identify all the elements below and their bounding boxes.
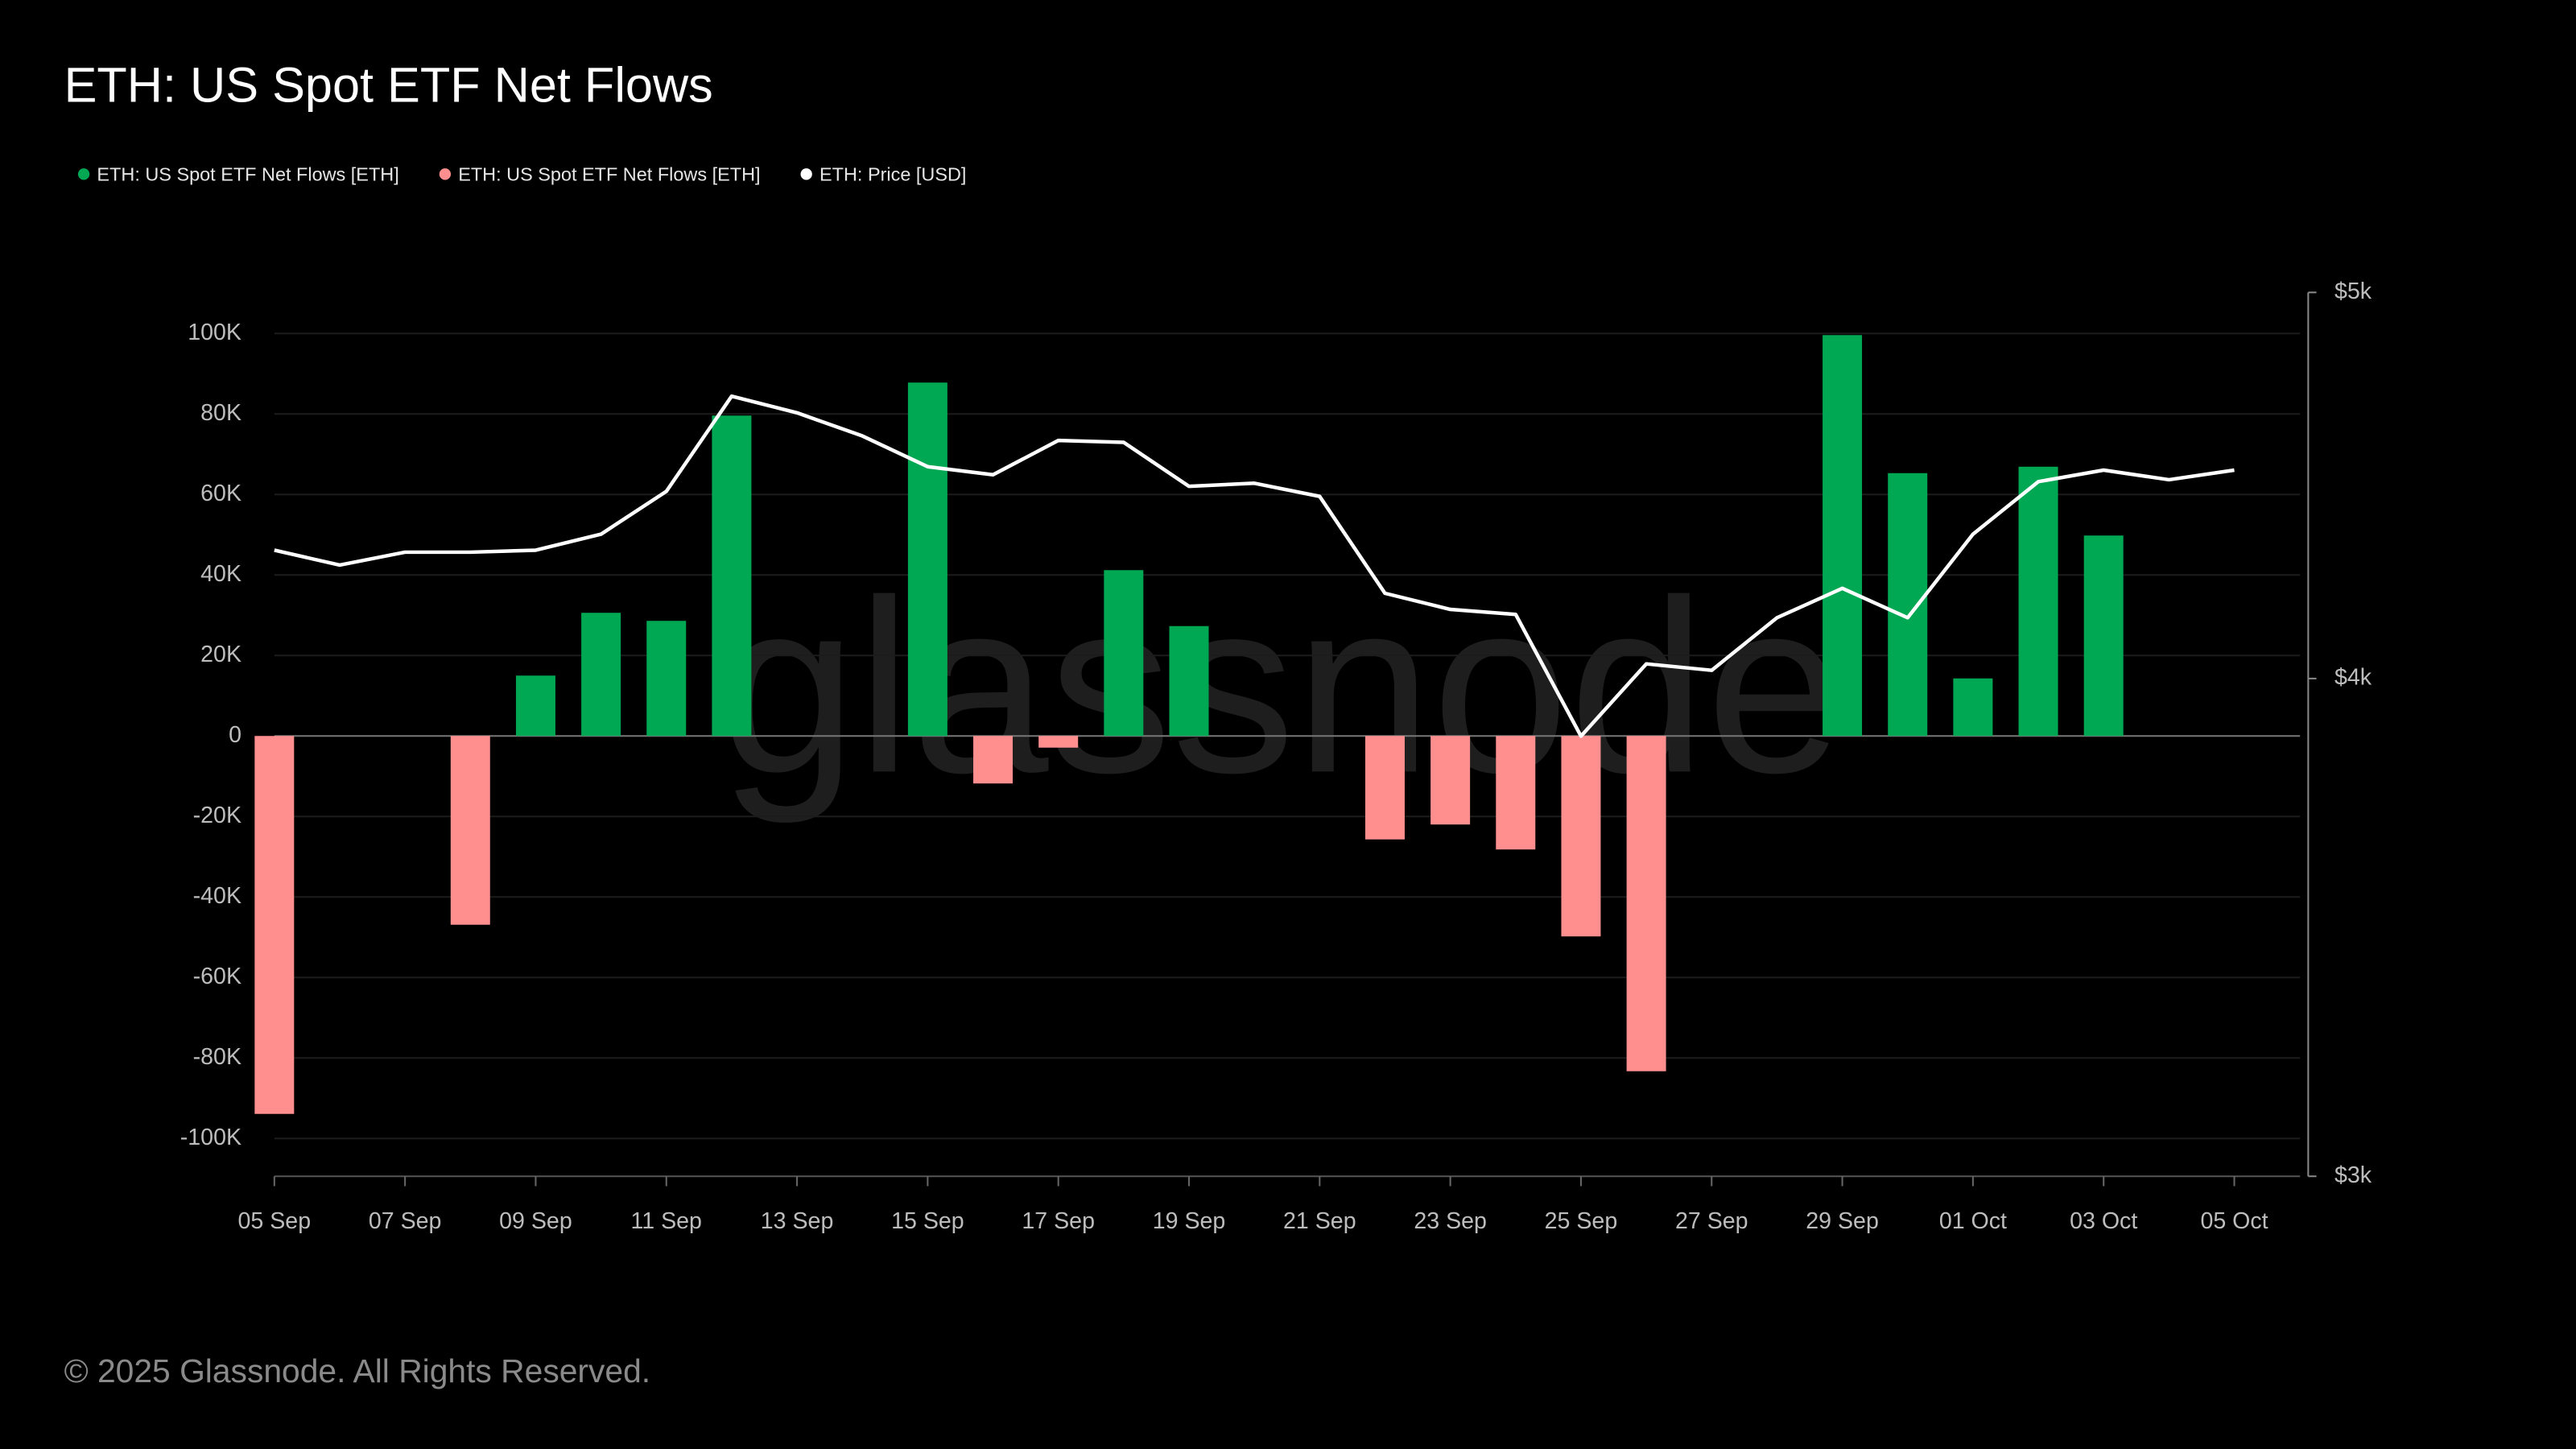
- bar: [1888, 473, 1928, 737]
- bar: [1823, 335, 1863, 737]
- bar: [907, 382, 947, 737]
- legend-marker: [77, 168, 90, 180]
- x-tick-label: 27 Sep: [1675, 1208, 1748, 1234]
- x-tick-label: 15 Sep: [891, 1208, 964, 1234]
- legend-label: ETH: Price [USD]: [819, 164, 966, 185]
- x-tick-label: 01 Oct: [1939, 1208, 2007, 1234]
- bar: [973, 736, 1013, 784]
- chart-title: ETH: US Spot ETF Net Flows: [64, 57, 713, 112]
- bar: [1430, 736, 1471, 825]
- bar: [450, 736, 490, 925]
- bar: [2083, 535, 2124, 737]
- y2-tick-label: $5k: [2334, 279, 2372, 304]
- y2-tick-label: $3k: [2334, 1162, 2372, 1188]
- legend-label: ETH: US Spot ETF Net Flows [ETH]: [458, 164, 760, 185]
- y-tick-label: -80K: [193, 1044, 242, 1070]
- bar: [1169, 625, 1209, 737]
- x-tick-label: 07 Sep: [369, 1208, 442, 1234]
- bar: [1561, 736, 1601, 937]
- y-tick-label: 0: [229, 722, 242, 748]
- x-tick-label: 25 Sep: [1545, 1208, 1618, 1234]
- x-tick-label: 05 Sep: [238, 1208, 312, 1234]
- legend-marker: [800, 168, 812, 180]
- y-tick-label: -40K: [193, 883, 242, 909]
- x-tick-label: 23 Sep: [1414, 1208, 1487, 1234]
- watermark: glassnode: [720, 548, 1843, 825]
- bar: [515, 675, 555, 737]
- x-tick-label: 03 Oct: [2070, 1208, 2137, 1234]
- bar: [1038, 736, 1079, 748]
- x-tick-label: 11 Sep: [631, 1208, 702, 1234]
- x-tick-label: 21 Sep: [1283, 1208, 1356, 1234]
- bar: [254, 736, 295, 1114]
- x-tick-label: 09 Sep: [499, 1208, 572, 1234]
- bar: [646, 621, 687, 737]
- bar: [581, 613, 621, 737]
- x-tick-label: 05 Oct: [2200, 1208, 2268, 1234]
- bar: [2018, 466, 2058, 737]
- y2-tick-label: $4k: [2334, 664, 2372, 690]
- y-tick-label: 40K: [200, 561, 242, 587]
- y-tick-label: -100K: [180, 1125, 242, 1150]
- x-tick-label: 29 Sep: [1806, 1208, 1879, 1234]
- x-tick-label: 13 Sep: [761, 1208, 834, 1234]
- bar: [1953, 678, 1993, 737]
- x-tick-label: 19 Sep: [1153, 1208, 1226, 1234]
- legend-label: ETH: US Spot ETF Net Flows [ETH]: [97, 164, 398, 185]
- y-tick-label: 100K: [188, 320, 242, 345]
- y-tick-label: -20K: [193, 803, 242, 828]
- x-tick-label: 17 Sep: [1022, 1208, 1095, 1234]
- bar: [1626, 736, 1666, 1071]
- y-tick-label: 80K: [200, 400, 242, 426]
- bar: [712, 415, 752, 737]
- bar: [1364, 736, 1405, 840]
- footer: © 2025 Glassnode. All Rights Reserved.: [64, 1352, 651, 1389]
- y-tick-label: 60K: [200, 481, 242, 506]
- y-tick-label: 20K: [200, 642, 242, 667]
- price-line: [274, 394, 2235, 738]
- bar: [1496, 736, 1536, 850]
- legend-marker: [439, 168, 452, 180]
- bar: [1104, 570, 1144, 737]
- y-tick-label: -60K: [193, 964, 242, 989]
